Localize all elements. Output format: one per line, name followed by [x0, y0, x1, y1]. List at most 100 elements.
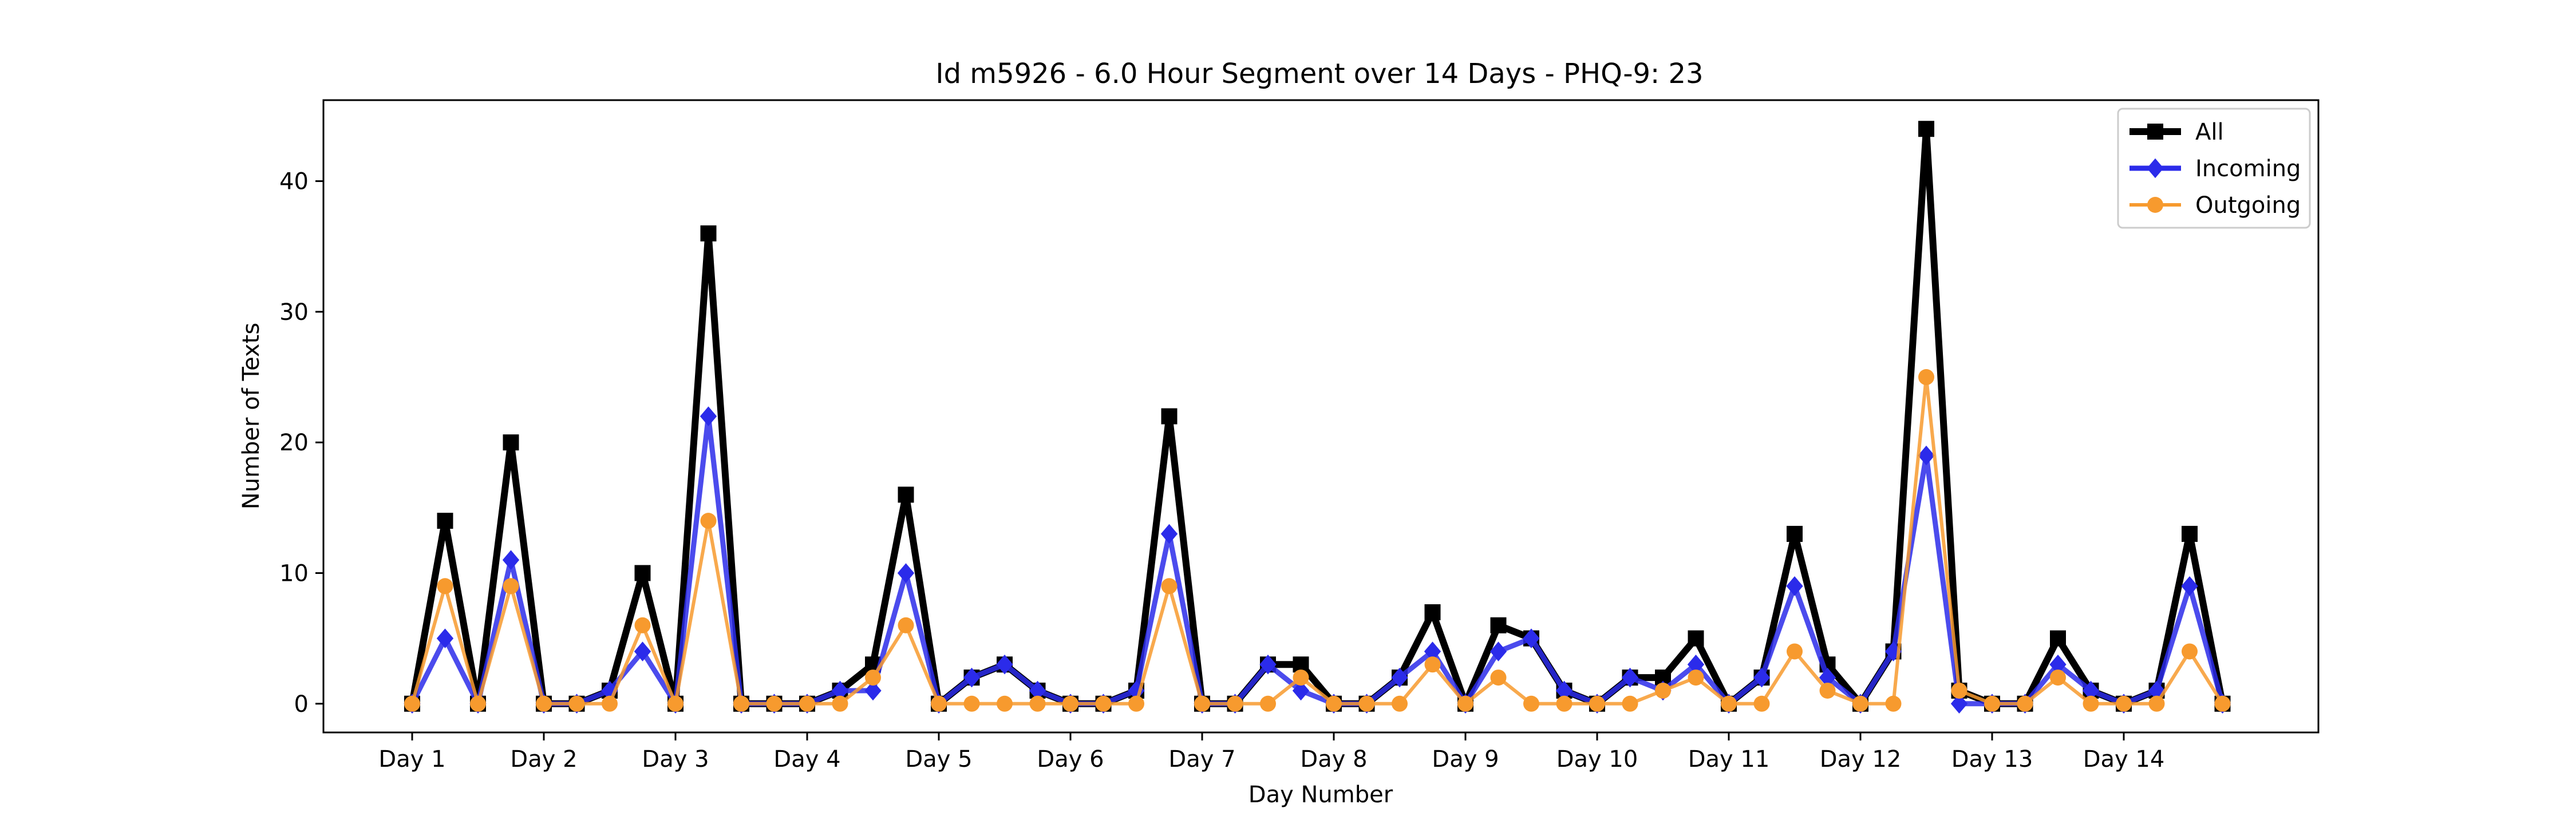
x-tick-label: Day 9: [1432, 746, 1499, 772]
incoming-point: [1621, 667, 1639, 688]
legend-swatch-marker: [2147, 197, 2163, 213]
incoming-point: [1490, 641, 1507, 661]
legend-label: Outgoing: [2195, 192, 2301, 219]
outgoing-point: [963, 695, 980, 712]
outgoing-point: [799, 695, 815, 712]
all-point: [1161, 408, 1178, 425]
outgoing-point: [1095, 695, 1112, 712]
y-tick-label: 10: [279, 560, 309, 587]
all-point: [1787, 525, 1803, 542]
outgoing-point: [2050, 670, 2066, 686]
y-tick-label: 0: [294, 691, 309, 718]
incoming-point: [1918, 445, 1935, 466]
outgoing-point: [1392, 695, 1408, 712]
incoming-point: [2049, 655, 2067, 675]
all-line: [409, 125, 2226, 707]
outgoing-point: [1556, 695, 1573, 712]
x-tick-label: Day 11: [1688, 746, 1770, 772]
all-point: [1918, 121, 1934, 137]
outgoing-point: [1984, 695, 2000, 712]
legend-label: All: [2195, 119, 2224, 145]
y-axis-label: Number of Texts: [238, 323, 264, 509]
outgoing-point: [1819, 682, 1836, 699]
incoming-point: [996, 655, 1013, 675]
plot-frame: [322, 99, 2320, 734]
all-point: [700, 225, 717, 241]
incoming-point: [634, 641, 651, 661]
outgoing-point: [997, 695, 1013, 712]
incoming-point: [1128, 680, 1145, 701]
x-tick-label: Day 10: [1556, 746, 1638, 772]
outgoing-point: [1787, 643, 1803, 660]
outgoing-point: [2083, 695, 2099, 712]
incoming-point: [897, 563, 915, 583]
all-point: [503, 434, 519, 451]
outgoing-point: [2148, 695, 2165, 712]
x-tick-label: Day 14: [2083, 746, 2165, 772]
incoming-point: [1687, 655, 1705, 675]
y-tick-label: 20: [279, 430, 309, 456]
outgoing-point: [1918, 369, 1934, 386]
all-point: [898, 486, 914, 503]
incoming-point: [1029, 680, 1046, 701]
all-point: [1688, 630, 1704, 647]
incoming-point: [963, 667, 981, 688]
incoming-point: [1160, 524, 1178, 544]
outgoing-point: [470, 695, 486, 712]
all-point: [2050, 630, 2066, 647]
outgoing-point: [1655, 682, 1671, 699]
x-tick-label: Day 12: [1820, 746, 1902, 772]
incoming-point: [436, 628, 454, 648]
outgoing-point: [766, 695, 783, 712]
incoming-point: [1424, 641, 1441, 661]
outgoing-point: [1293, 670, 1309, 686]
incoming-point: [831, 680, 849, 701]
outgoing-point: [2182, 643, 2198, 660]
outgoing-point: [832, 695, 848, 712]
outgoing-point: [1326, 695, 1342, 712]
incoming-point: [1259, 655, 1277, 675]
outgoing-point: [1852, 695, 1868, 712]
outgoing-point: [1589, 695, 1605, 712]
legend-item-outgoing: Outgoing: [2129, 192, 2301, 219]
x-tick-label: Day 6: [1037, 746, 1104, 772]
outgoing-point: [503, 578, 519, 595]
outgoing-point: [2116, 695, 2132, 712]
outgoing-point: [733, 695, 749, 712]
incoming-point: [2082, 680, 2100, 701]
legend-swatch-marker: [2147, 124, 2163, 140]
all-point: [634, 565, 651, 581]
outgoing-point: [536, 695, 552, 712]
x-tick-label: Day 8: [1300, 746, 1367, 772]
outgoing-point: [1622, 695, 1638, 712]
outgoing-point: [1424, 656, 1441, 673]
outgoing-point: [1753, 695, 1770, 712]
outgoing-point: [1128, 695, 1144, 712]
legend-label: Incoming: [2195, 156, 2301, 182]
y-tick-label: 30: [279, 299, 309, 326]
all-point: [1490, 617, 1507, 633]
x-axis-label: Day Number: [1249, 782, 1393, 808]
outgoing-point: [437, 578, 453, 595]
x-tick-label: Day 4: [773, 746, 840, 772]
axes: 0 10 20 30 40 Day 1 Day 2 Day 3 Day 4 Day 5 Day 6 D…: [279, 169, 2164, 772]
legend-item-all: All: [2129, 119, 2224, 145]
outgoing-point: [1029, 695, 1046, 712]
incoming-point: [1950, 694, 1968, 714]
x-tick-label: Day 1: [378, 746, 445, 772]
outgoing-point: [634, 617, 651, 633]
incoming-point: [1391, 667, 1408, 688]
outgoing-point: [1490, 670, 1507, 686]
outgoing-point: [1260, 695, 1276, 712]
outgoing-point: [931, 695, 947, 712]
x-tick-label: Day 3: [642, 746, 709, 772]
incoming-point: [1819, 667, 1836, 688]
outgoing-point: [1358, 695, 1375, 712]
x-tick-label: Day 2: [510, 746, 577, 772]
incoming-point: [700, 406, 717, 426]
outgoing-point: [404, 695, 420, 712]
outgoing-point: [1885, 695, 1902, 712]
chart-title: Id m5926 - 6.0 Hour Segment over 14 Days…: [935, 58, 1703, 90]
incoming-point: [1292, 680, 1310, 701]
